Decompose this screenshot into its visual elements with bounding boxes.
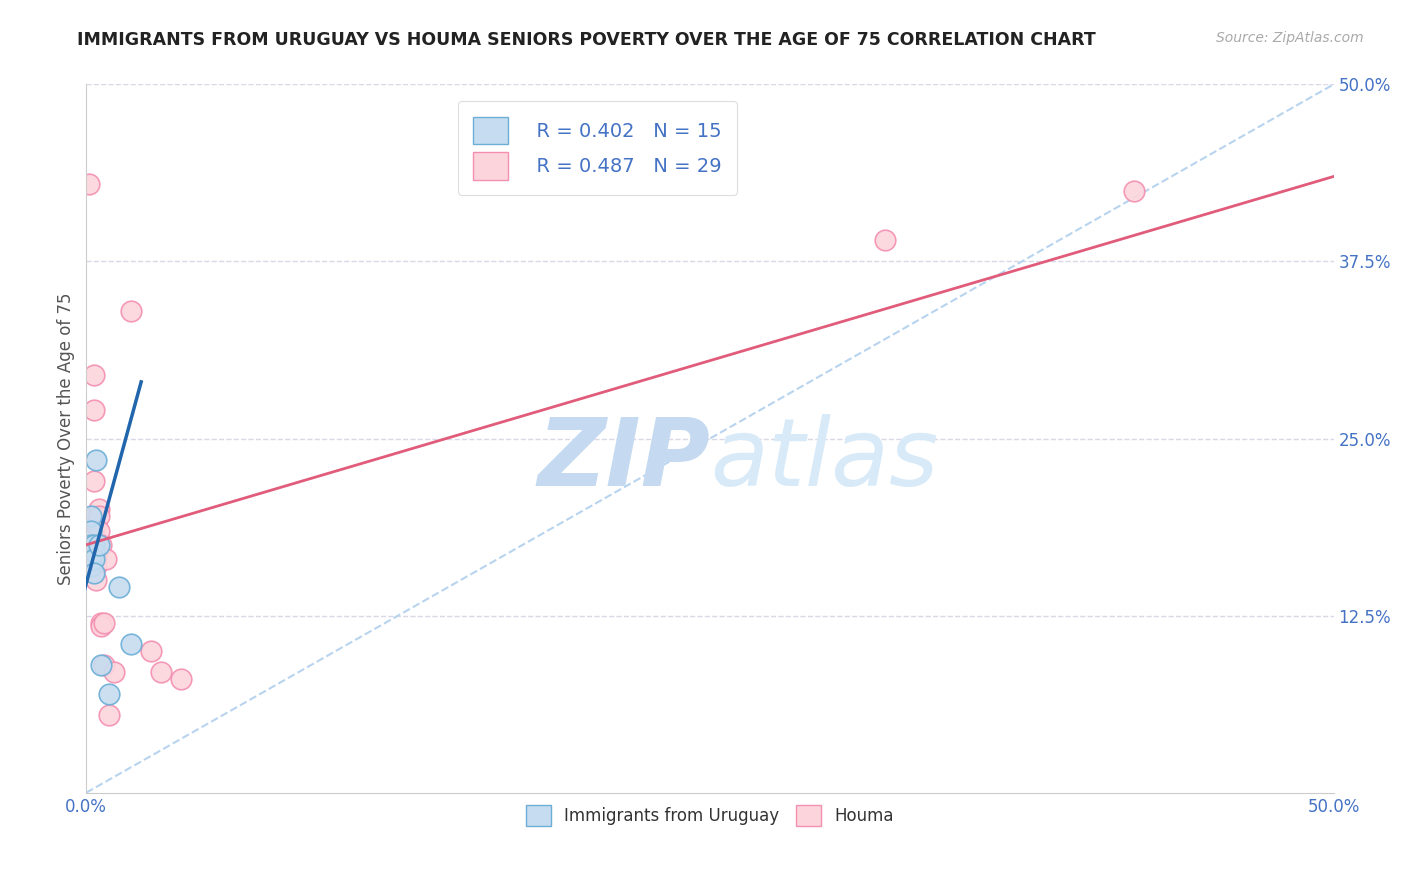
- Text: ZIP: ZIP: [537, 414, 710, 506]
- Point: [84, 552, 107, 566]
- Point: [80, 559, 103, 574]
- Point: [90, 658, 112, 673]
- Point: [80, 552, 103, 566]
- Point: [83, 368, 105, 382]
- Point: [93, 658, 115, 673]
- Point: [84, 538, 107, 552]
- Point: [103, 665, 125, 680]
- Point: [107, 580, 129, 594]
- Point: [96, 552, 118, 566]
- Point: [83, 474, 105, 488]
- Point: [87, 524, 110, 538]
- Point: [83, 566, 105, 580]
- Text: atlas: atlas: [710, 414, 938, 505]
- Point: [80, 524, 103, 538]
- Point: [84, 573, 107, 587]
- Y-axis label: Seniors Poverty Over the Age of 75: Seniors Poverty Over the Age of 75: [58, 293, 75, 585]
- Point: [97, 686, 120, 700]
- Legend: Immigrants from Uruguay, Houma: Immigrants from Uruguay, Houma: [517, 797, 903, 834]
- Point: [873, 233, 896, 247]
- Point: [93, 615, 115, 630]
- Point: [87, 538, 110, 552]
- Point: [150, 665, 173, 680]
- Point: [84, 452, 107, 467]
- Point: [90, 618, 112, 632]
- Text: Source: ZipAtlas.com: Source: ZipAtlas.com: [1216, 31, 1364, 45]
- Point: [83, 403, 105, 417]
- Point: [83, 509, 105, 524]
- Point: [84, 559, 107, 574]
- Point: [1123, 184, 1146, 198]
- Point: [170, 673, 193, 687]
- Point: [83, 538, 105, 552]
- Point: [77, 177, 100, 191]
- Point: [141, 644, 163, 658]
- Point: [90, 538, 112, 552]
- Point: [83, 545, 105, 559]
- Point: [87, 509, 110, 524]
- Point: [90, 615, 112, 630]
- Point: [120, 304, 142, 318]
- Point: [97, 707, 120, 722]
- Text: IMMIGRANTS FROM URUGUAY VS HOUMA SENIORS POVERTY OVER THE AGE OF 75 CORRELATION : IMMIGRANTS FROM URUGUAY VS HOUMA SENIORS…: [77, 31, 1097, 49]
- Point: [120, 637, 142, 651]
- Point: [83, 538, 105, 552]
- Point: [80, 509, 103, 524]
- Point: [80, 538, 103, 552]
- Point: [83, 552, 105, 566]
- Point: [84, 516, 107, 531]
- Point: [87, 502, 110, 516]
- Point: [83, 524, 105, 538]
